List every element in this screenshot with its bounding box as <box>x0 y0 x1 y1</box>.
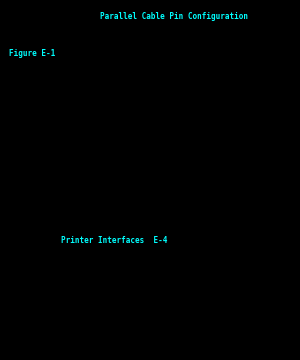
Text: Figure E-1: Figure E-1 <box>9 49 55 58</box>
FancyBboxPatch shape <box>0 56 300 315</box>
Text: Printer Interfaces  E-4: Printer Interfaces E-4 <box>61 236 167 245</box>
Text: Parallel Cable Pin Configuration: Parallel Cable Pin Configuration <box>100 12 248 21</box>
